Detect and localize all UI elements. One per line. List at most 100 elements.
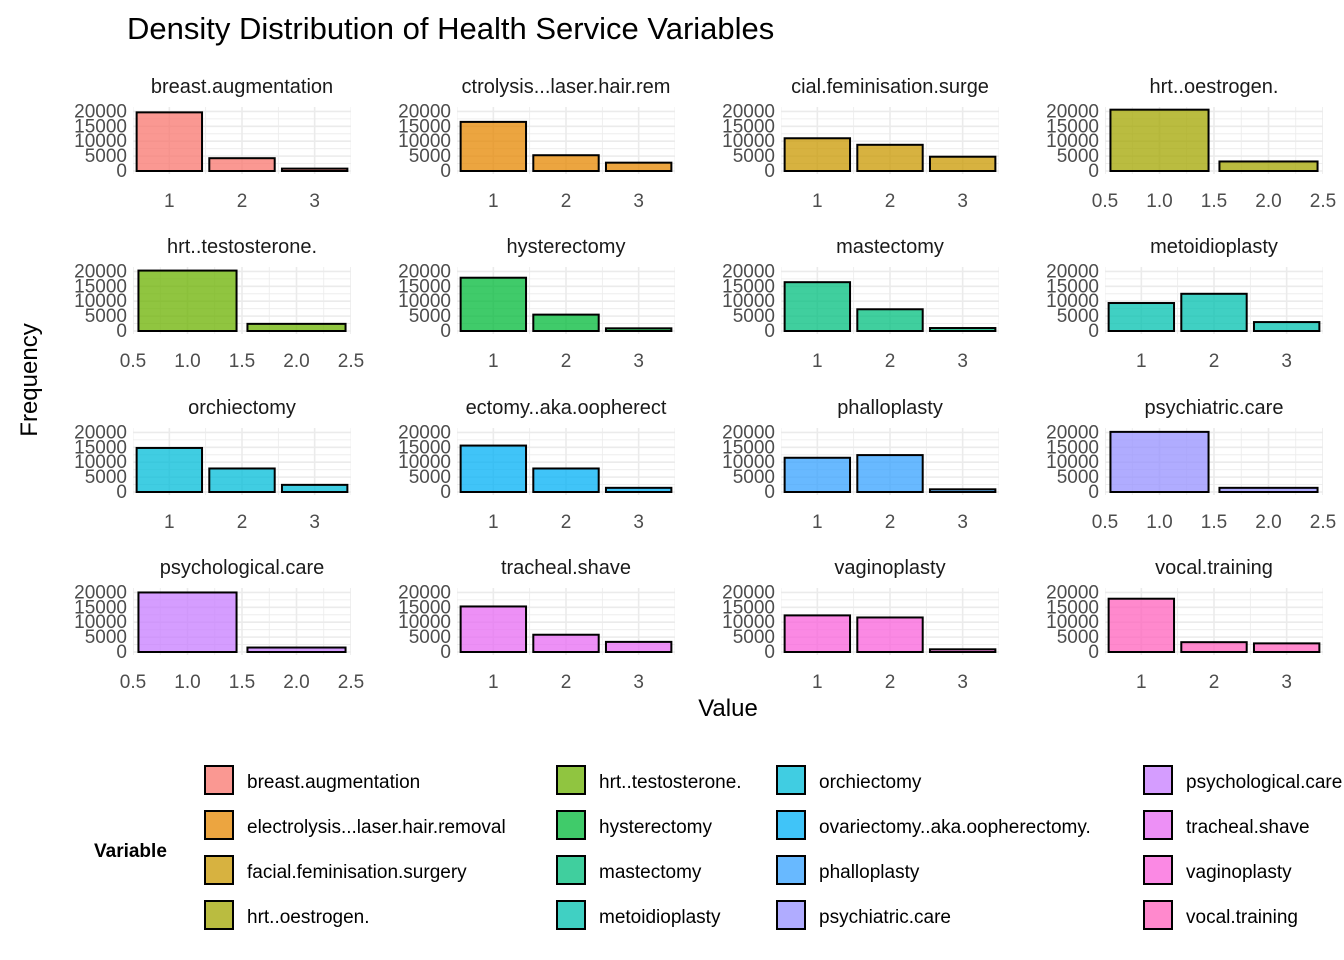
bars — [459, 444, 673, 494]
bar-hysterectomy-2 — [532, 313, 600, 332]
bars — [137, 591, 347, 654]
x-tick-label: 1 — [812, 672, 823, 693]
x-tick-label: 3 — [957, 672, 968, 693]
panel-title: ctrolysis...laser.hair.rem — [462, 76, 671, 98]
x-tick-label: 0.5 — [120, 672, 146, 693]
y-tick-label: 15000 — [1046, 437, 1099, 458]
legend-swatch — [1143, 855, 1173, 885]
x-tick-labels: 1 2 3 — [164, 191, 320, 212]
bar-tracheal-shave-2 — [532, 633, 600, 653]
legend-swatch — [204, 855, 234, 885]
x-tick-label: 2 — [885, 351, 896, 372]
y-tick-label: 10000 — [722, 131, 775, 152]
bar-metoidioplasty-3 — [1252, 321, 1321, 332]
x-tick-label: 2 — [885, 512, 896, 533]
bar-hrt-testosterone-1 — [137, 269, 238, 332]
x-tick-labels: 1 2 3 — [488, 512, 644, 533]
bar-phalloplasty-3 — [928, 488, 997, 493]
legend-swatch — [776, 900, 806, 930]
x-tick-labels: 1 2 3 — [488, 351, 644, 372]
y-tick-label: 20000 — [398, 101, 451, 122]
bars — [1107, 597, 1321, 654]
legend-item-vaginoplasty: vaginoplasty — [1143, 855, 1292, 885]
y-tick-label: 5000 — [1057, 146, 1099, 167]
x-tick-label: 2.0 — [1255, 191, 1281, 212]
panel-facial-feminisation-surgery: cial.feminisation.surge05000100001500020… — [722, 76, 999, 212]
y-tick-label: 20000 — [398, 422, 451, 443]
bars — [459, 276, 673, 332]
y-tick-label: 10000 — [1046, 291, 1099, 312]
legend-item-psychological-care: psychological.care — [1143, 765, 1342, 795]
bar-hrt-testosterone-2 — [246, 322, 347, 332]
y-tick-label: 0 — [1088, 161, 1099, 182]
x-tick-labels: 1 2 3 — [1136, 672, 1292, 693]
x-tick-label: 1.0 — [1146, 191, 1172, 212]
bar-ovariectomy-aka-oopherectomy-3 — [604, 486, 673, 493]
y-tick-label: 5000 — [1057, 627, 1099, 648]
y-tick-label: 0 — [764, 321, 775, 342]
bar-breast-augmentation-1 — [135, 111, 204, 172]
bar-electrolysis-laser-hair-removal-1 — [459, 120, 528, 172]
y-tick-label: 10000 — [74, 131, 127, 152]
bar-metoidioplasty-1 — [1107, 302, 1176, 333]
y-tick-label: 0 — [1088, 482, 1099, 503]
bar-facial-feminisation-surgery-2 — [856, 143, 924, 173]
y-tick-label: 20000 — [398, 261, 451, 282]
legend-item-breast-augmentation: breast.augmentation — [204, 765, 420, 795]
x-tick-label: 1 — [1136, 351, 1147, 372]
bars — [135, 446, 349, 494]
panel-title: cial.feminisation.surge — [791, 76, 989, 98]
legend-item-ovariectomy-aka-oopherectomy: ovariectomy..aka.oopherectomy. — [776, 810, 1091, 840]
x-tick-labels: 1 2 3 — [488, 672, 644, 693]
bar-psychiatric-care-1 — [1109, 430, 1210, 494]
bar-hrt-oestrogen-2 — [1218, 160, 1319, 172]
panel-title: tracheal.shave — [501, 557, 631, 579]
x-tick-label: 2.0 — [283, 672, 309, 693]
legend-item-vocal-training: vocal.training — [1143, 900, 1298, 930]
bar-vaginoplasty-2 — [856, 616, 924, 654]
bars — [783, 137, 997, 173]
x-tick-label: 2 — [885, 672, 896, 693]
bars — [1109, 108, 1319, 172]
x-tick-label: 3 — [309, 191, 320, 212]
bar-vaginoplasty-1 — [783, 614, 852, 653]
x-tick-label: 3 — [633, 191, 644, 212]
x-tick-labels: 1 2 3 — [1136, 351, 1292, 372]
y-tick-label: 0 — [764, 482, 775, 503]
panel-title: hrt..testosterone. — [167, 236, 317, 258]
x-tick-label: 2 — [561, 512, 572, 533]
legend-swatch — [1143, 765, 1173, 795]
panel-title: metoidioplasty — [1150, 236, 1278, 258]
bars — [135, 111, 349, 173]
bar-hysterectomy-1 — [459, 276, 528, 332]
y-tick-label: 5000 — [85, 627, 127, 648]
x-tick-label: 1 — [488, 672, 499, 693]
bar-orchiectomy-1 — [135, 446, 204, 493]
x-tick-labels: 1 2 3 — [812, 512, 968, 533]
legend-label: vocal.training — [1186, 907, 1298, 928]
y-tick-label: 20000 — [1046, 101, 1099, 122]
bar-metoidioplasty-2 — [1180, 292, 1248, 333]
bars — [1107, 292, 1321, 333]
legend-swatch — [204, 810, 234, 840]
x-tick-label: 1.0 — [174, 351, 200, 372]
y-tick-label: 15000 — [722, 116, 775, 137]
x-tick-label: 3 — [309, 512, 320, 533]
panel-electrolysis-laser-hair-removal: ctrolysis...laser.hair.rem 05000100001500… — [398, 76, 675, 212]
legend-label: psychological.care — [1186, 772, 1342, 793]
panel-title: vocal.training — [1155, 557, 1273, 579]
bar-breast-augmentation-2 — [208, 157, 276, 172]
legend-label: mastectomy — [599, 862, 702, 883]
bar-electrolysis-laser-hair-removal-2 — [532, 154, 600, 172]
